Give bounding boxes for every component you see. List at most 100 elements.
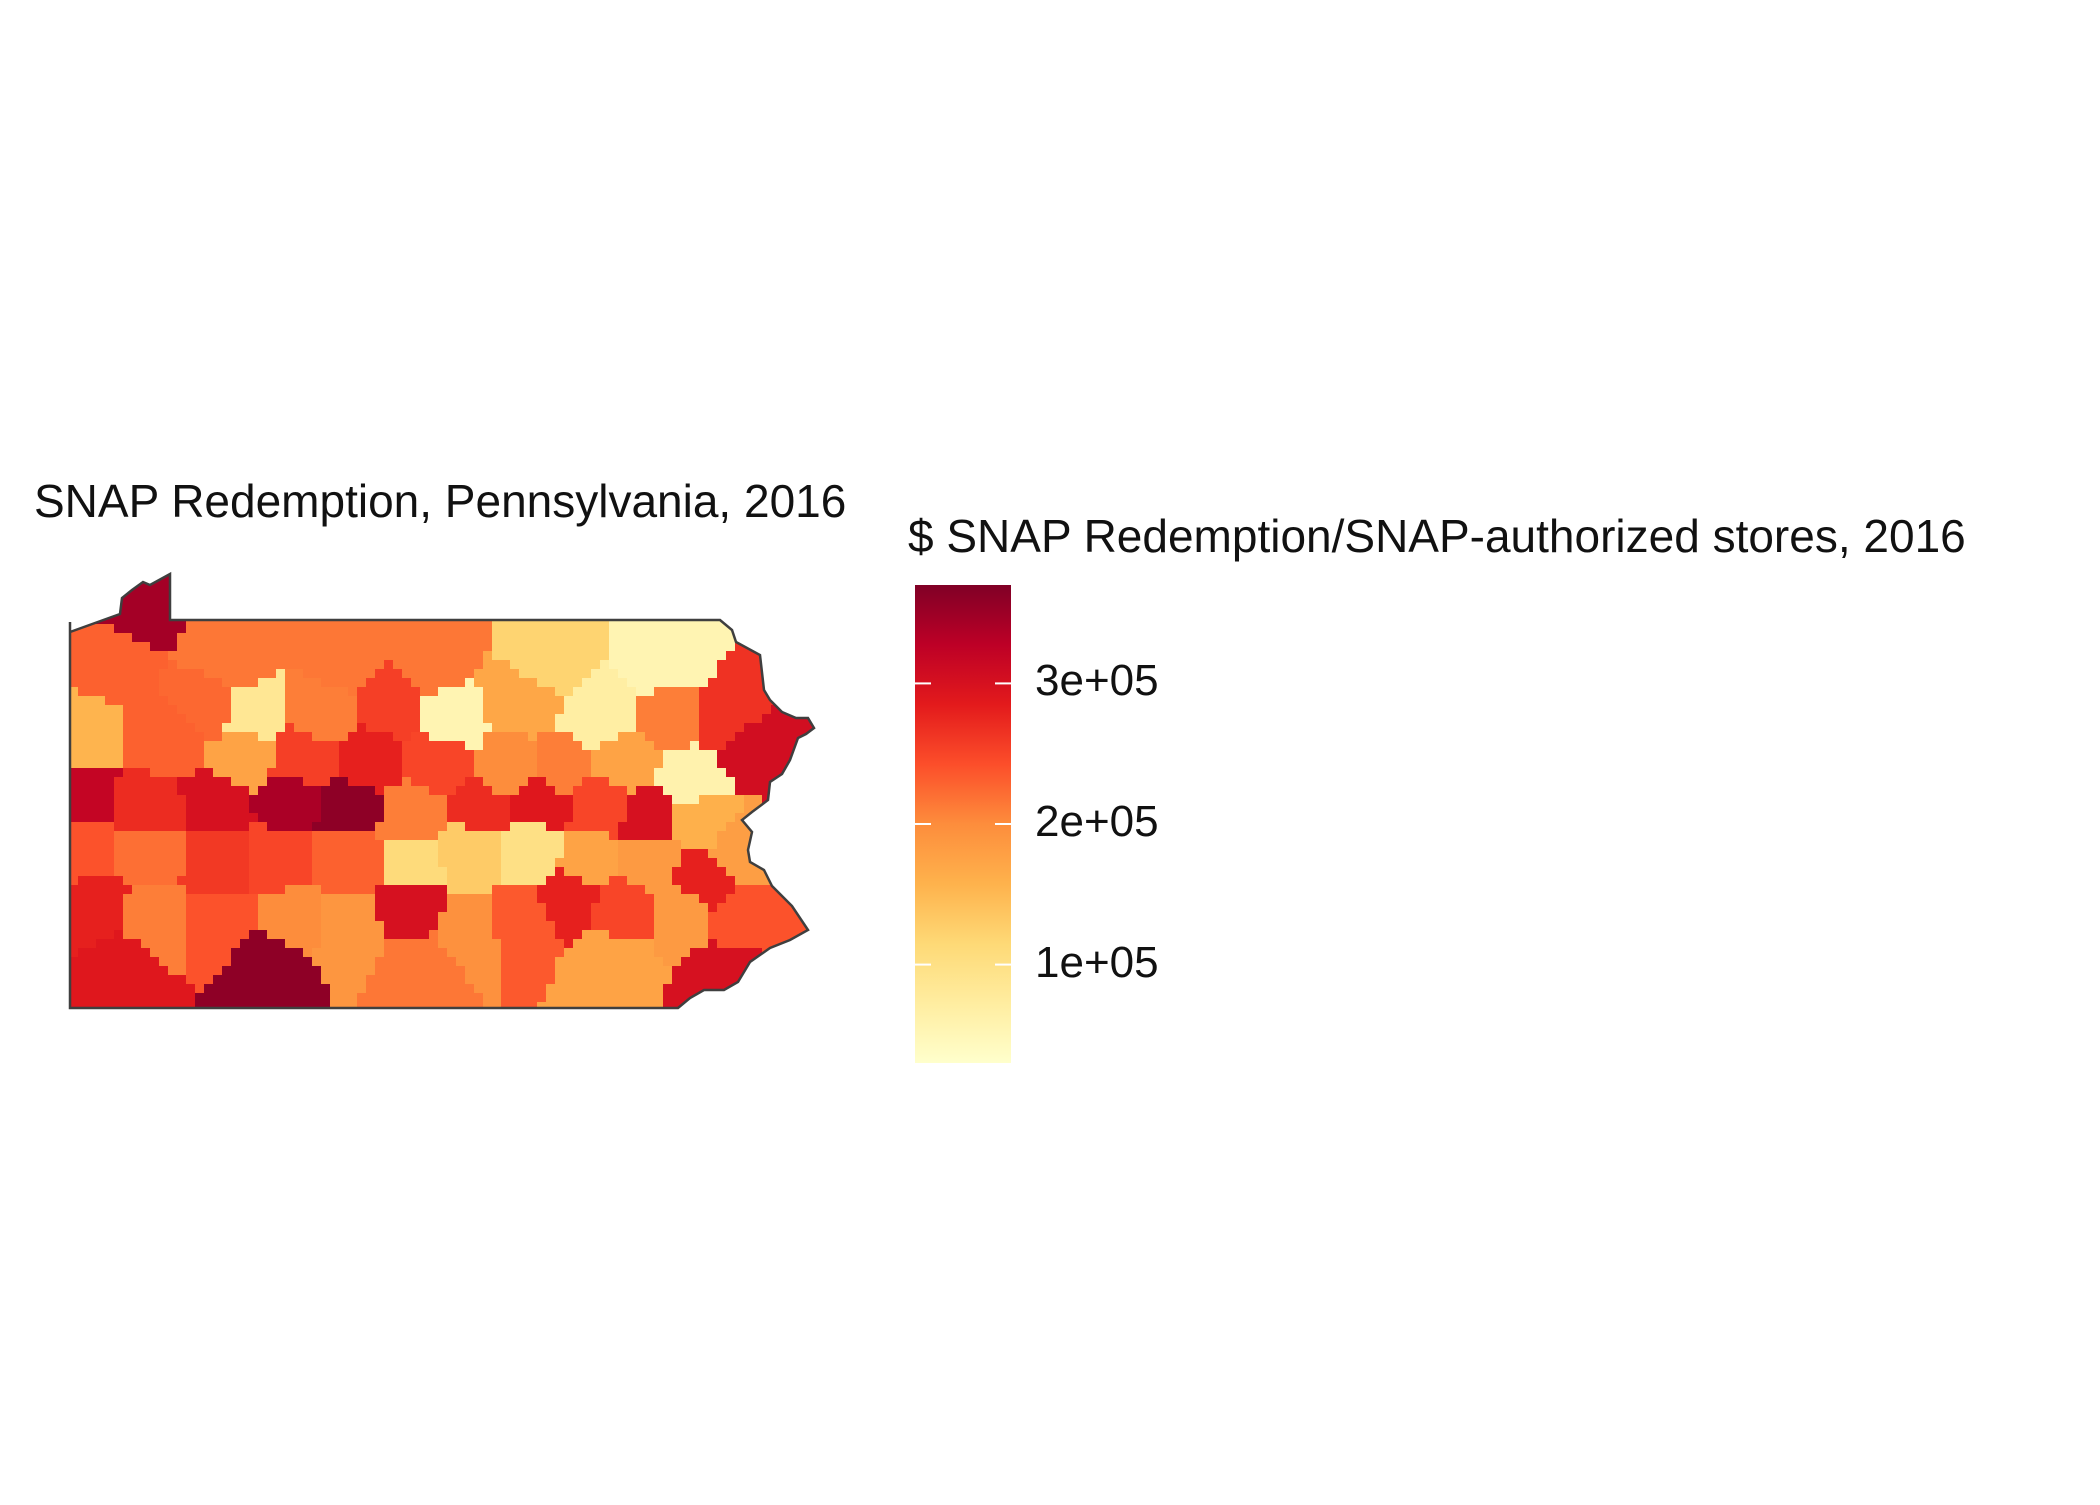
county-cell	[654, 588, 664, 598]
county-cell	[393, 651, 403, 661]
county-cell	[384, 993, 394, 1003]
county-cell	[771, 687, 781, 697]
county-cell	[150, 732, 160, 742]
county-cell	[294, 642, 304, 652]
county-cell	[753, 966, 763, 976]
county-cell	[222, 714, 232, 724]
county-cell	[276, 885, 286, 895]
county-cell	[222, 669, 232, 679]
county-cell	[339, 651, 349, 661]
county-cell	[537, 993, 547, 1003]
county-cell	[780, 831, 790, 841]
county-cell	[591, 903, 601, 913]
county-cell	[780, 579, 790, 589]
county-cell	[402, 759, 412, 769]
county-cell	[483, 885, 493, 895]
county-cell	[294, 975, 304, 985]
county-cell	[249, 1011, 259, 1021]
county-cell	[744, 750, 754, 760]
county-cell	[204, 984, 214, 994]
county-cell	[321, 660, 331, 670]
county-cell	[222, 912, 232, 922]
county-cell	[672, 588, 682, 598]
county-cell	[420, 957, 430, 967]
county-cell	[708, 957, 718, 967]
county-cell	[537, 939, 547, 949]
county-cell	[645, 1011, 655, 1021]
county-cell	[267, 903, 277, 913]
county-cell	[456, 678, 466, 688]
county-cell	[123, 687, 133, 697]
county-cell	[528, 921, 538, 931]
county-cell	[636, 714, 646, 724]
county-cell	[816, 741, 826, 751]
county-cell	[483, 1002, 493, 1008]
county-cell	[339, 687, 349, 697]
county-cell	[384, 678, 394, 688]
county-cell	[105, 993, 115, 1003]
county-cell	[141, 651, 151, 661]
county-cell	[555, 885, 565, 895]
county-cell	[618, 597, 628, 607]
county-cell	[465, 678, 475, 688]
county-cell	[519, 606, 529, 616]
county-cell	[618, 993, 628, 1003]
county-cell	[753, 615, 763, 625]
county-cell	[654, 948, 664, 958]
county-cell	[87, 840, 97, 850]
county-cell	[726, 894, 736, 904]
county-cell	[195, 894, 205, 904]
county-cell	[303, 705, 313, 715]
county-cell	[393, 885, 403, 895]
county-cell	[258, 723, 268, 733]
county-cell	[114, 1011, 124, 1021]
county-cell	[564, 732, 574, 742]
county-cell	[600, 696, 610, 706]
county-cell	[654, 831, 664, 841]
county-cell	[186, 633, 196, 643]
county-cell	[312, 678, 322, 688]
county-cell	[186, 606, 196, 616]
county-cell	[816, 858, 826, 868]
county-cell	[510, 723, 520, 733]
county-cell	[150, 930, 160, 940]
county-cell	[168, 930, 178, 940]
county-cell	[780, 759, 790, 769]
county-cell	[474, 822, 484, 832]
county-cell	[681, 885, 691, 895]
county-cell	[492, 993, 502, 1003]
county-cell	[609, 894, 619, 904]
county-cell	[672, 597, 682, 607]
county-cell	[744, 588, 754, 598]
county-cell	[645, 804, 655, 814]
county-cell	[87, 966, 97, 976]
county-cell	[519, 723, 529, 733]
county-cell	[717, 813, 727, 823]
county-cell	[132, 894, 142, 904]
county-cell	[222, 867, 232, 877]
county-cell	[474, 588, 484, 598]
county-cell	[798, 831, 808, 841]
county-cell	[105, 867, 115, 877]
county-cell	[465, 669, 475, 679]
county-cell	[150, 723, 160, 733]
county-cell	[105, 858, 115, 868]
county-cell	[744, 777, 754, 787]
county-cell	[501, 975, 511, 985]
county-cell	[510, 948, 520, 958]
county-cell	[654, 849, 664, 859]
county-cell	[573, 597, 583, 607]
county-cell	[78, 1002, 88, 1008]
county-cell	[492, 930, 502, 940]
county-cell	[114, 741, 124, 751]
county-cell	[357, 948, 367, 958]
county-cell	[663, 642, 673, 652]
county-cell	[258, 705, 268, 715]
county-cell	[627, 714, 637, 724]
county-cell	[348, 777, 358, 787]
county-cell	[330, 588, 340, 598]
county-cell	[537, 597, 547, 607]
county-cell	[735, 858, 745, 868]
county-cell	[438, 966, 448, 976]
county-cell	[339, 903, 349, 913]
